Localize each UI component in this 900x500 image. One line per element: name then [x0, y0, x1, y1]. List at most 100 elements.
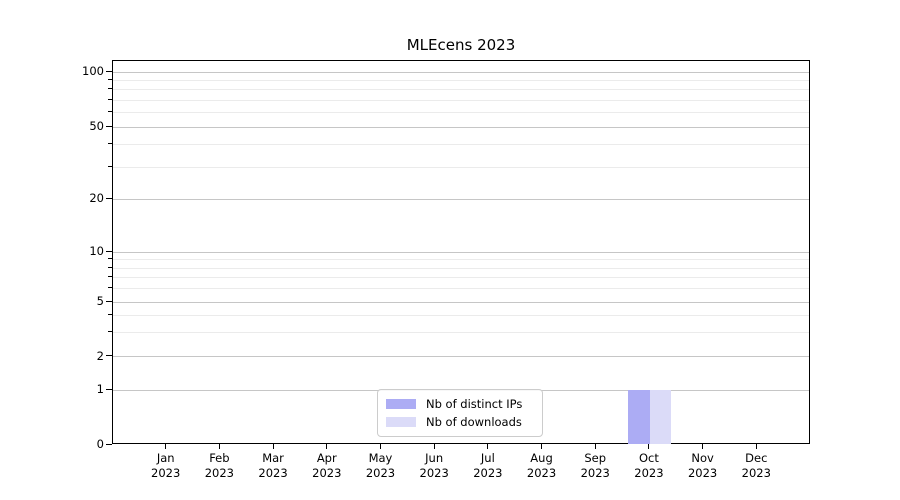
- gridline-major: [113, 301, 809, 303]
- y-axis-tick: [105, 70, 112, 72]
- y-axis-minor-tick: [108, 266, 112, 268]
- x-tick-label-month: Jun: [425, 451, 444, 465]
- gridline-minor: [113, 314, 809, 316]
- gridline-minor: [113, 331, 809, 333]
- x-axis-tick: [272, 444, 274, 449]
- y-tick-label: 2: [96, 348, 104, 363]
- y-axis-minor-tick: [108, 98, 112, 100]
- y-tick-label: 10: [89, 244, 104, 258]
- y-axis-tick: [105, 250, 112, 252]
- legend-label-distinct-ips: Nb of distinct IPs: [426, 397, 523, 411]
- y-axis-minor-tick: [108, 330, 112, 332]
- y-axis-minor-tick: [108, 111, 112, 113]
- x-tick-label: Oct 2023: [621, 451, 677, 481]
- y-axis-minor-tick: [108, 276, 112, 278]
- x-axis-tick: [326, 444, 328, 449]
- gridline-minor: [113, 89, 809, 91]
- plot-area: [112, 60, 810, 444]
- x-tick-label-year: 2023: [204, 466, 235, 480]
- x-axis-tick: [433, 444, 435, 449]
- gridline-minor: [113, 144, 809, 146]
- gridline-major: [113, 71, 809, 73]
- bar-downloads-oct: [649, 390, 672, 444]
- x-tick-label: May 2023: [352, 451, 408, 481]
- y-tick-label: 50: [89, 119, 104, 133]
- y-axis-minor-tick: [108, 287, 112, 289]
- gridline-minor: [113, 166, 809, 168]
- y-axis-tick: [105, 300, 112, 302]
- gridline-major: [113, 356, 809, 357]
- bar-distinct-ips-oct: [628, 390, 650, 444]
- x-tick-label-year: 2023: [473, 466, 503, 480]
- x-axis-tick: [648, 444, 650, 449]
- x-axis-tick: [487, 444, 489, 449]
- x-tick-label-year: 2023: [741, 466, 771, 480]
- y-axis-minor-tick: [108, 258, 112, 260]
- x-tick-label: Apr 2023: [299, 451, 355, 481]
- y-axis-tick: [105, 388, 112, 390]
- y-axis-minor-tick: [108, 143, 112, 145]
- x-tick-label-year: 2023: [151, 466, 181, 480]
- x-tick-label-month: May: [368, 451, 393, 465]
- x-tick-label-year: 2023: [634, 466, 664, 480]
- x-tick-label: Feb 2023: [191, 451, 247, 481]
- y-tick-label: 5: [96, 294, 104, 308]
- x-axis-tick: [165, 444, 167, 449]
- x-tick-label-month: Aug: [530, 451, 553, 465]
- x-axis-tick: [755, 444, 757, 449]
- x-tick-label: Mar 2023: [245, 451, 301, 481]
- x-axis-tick: [218, 444, 220, 449]
- chart-title: MLEcens 2023: [406, 36, 516, 54]
- y-axis-minor-tick: [108, 78, 112, 80]
- x-tick-label: Jun 2023: [406, 451, 462, 481]
- x-tick-label-month: Dec: [745, 451, 768, 465]
- y-axis-minor-tick: [108, 88, 112, 90]
- x-tick-label-month: Nov: [691, 451, 714, 465]
- legend-swatch-distinct-ips: [386, 398, 416, 410]
- x-axis-tick: [702, 444, 704, 449]
- y-axis-tick: [105, 443, 112, 445]
- gridline-minor: [113, 259, 809, 261]
- x-tick-label: Sep 2023: [567, 451, 623, 481]
- x-tick-label-year: 2023: [580, 466, 610, 480]
- x-tick-label-month: Oct: [638, 451, 659, 465]
- x-tick-label-year: 2023: [687, 466, 718, 480]
- gridline-major: [113, 126, 809, 128]
- x-tick-label-month: Apr: [316, 451, 337, 465]
- x-tick-label-month: Jul: [480, 451, 495, 465]
- y-axis-minor-tick: [108, 313, 112, 315]
- x-axis-tick: [594, 444, 596, 449]
- gridline-major: [113, 198, 809, 200]
- x-tick-label: Aug 2023: [514, 451, 570, 481]
- x-tick-label: Jul 2023: [460, 451, 516, 481]
- legend-swatch-downloads: [386, 416, 416, 428]
- y-tick-label: 0: [96, 437, 104, 451]
- gridline-minor: [113, 112, 809, 114]
- gridline-minor: [113, 79, 809, 81]
- gridline-minor: [113, 277, 809, 279]
- x-tick-label-month: Feb: [209, 451, 230, 465]
- gridline-minor: [113, 267, 809, 269]
- x-tick-label-year: 2023: [312, 466, 342, 480]
- x-tick-label-year: 2023: [258, 466, 288, 480]
- y-tick-label: 100: [82, 64, 104, 78]
- x-axis-tick: [541, 444, 543, 449]
- legend-item-downloads: Nb of downloads: [386, 415, 534, 429]
- x-tick-label-year: 2023: [365, 466, 396, 480]
- x-tick-label: Nov 2023: [675, 451, 731, 481]
- x-tick-label-month: Jan: [156, 451, 175, 465]
- x-tick-label: Dec 2023: [728, 451, 784, 481]
- x-tick-label-month: Sep: [584, 451, 607, 465]
- x-tick-label: Jan 2023: [138, 451, 194, 481]
- y-tick-label: 1: [96, 382, 104, 396]
- y-axis-tick: [105, 355, 112, 356]
- legend: Nb of distinct IPs Nb of downloads: [377, 389, 543, 437]
- y-axis-tick: [105, 125, 112, 127]
- gridline-minor: [113, 288, 809, 290]
- x-axis-tick: [379, 444, 381, 449]
- x-tick-label-month: Mar: [262, 451, 284, 465]
- y-axis-tick: [105, 197, 112, 199]
- gridline-minor: [113, 99, 809, 101]
- x-tick-label-year: 2023: [419, 466, 449, 480]
